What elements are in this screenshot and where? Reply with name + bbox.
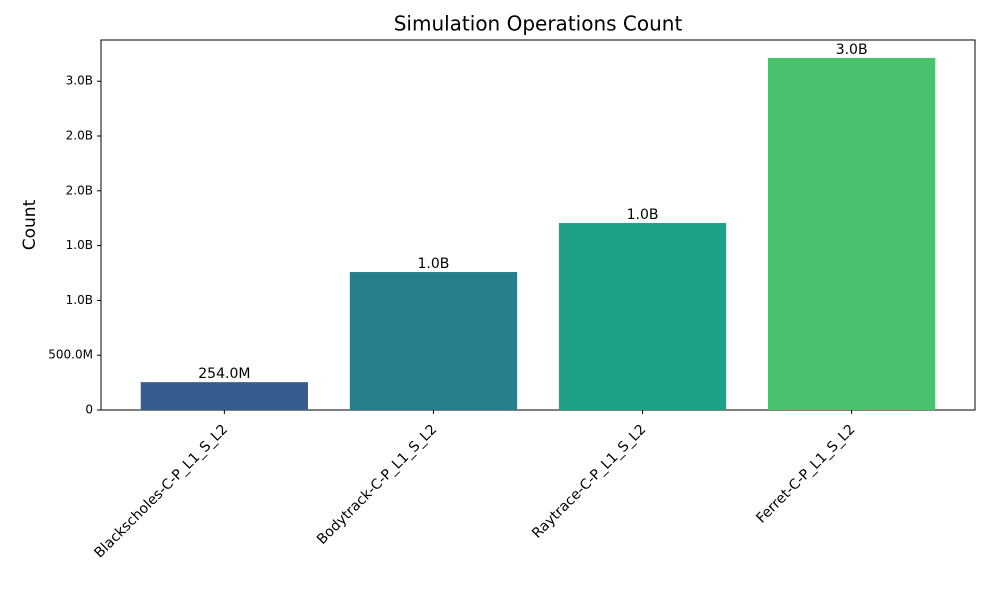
value-label: 1.0B <box>418 256 450 272</box>
bar <box>768 57 936 410</box>
y-tick-label: 500.0M <box>48 348 93 362</box>
y-tick-label: 1.0B <box>66 238 93 252</box>
bar <box>140 382 308 410</box>
y-tick-label: 2.0B <box>66 129 93 143</box>
y-tick-label: 3.0B <box>66 74 93 88</box>
bar <box>558 223 727 410</box>
x-tick-label: Blackscholes-C-P_L1_S_L2 <box>91 422 231 562</box>
x-tick-label: Bodytrack-C-P_L1_S_L2 <box>314 422 440 548</box>
y-tick-label: 0 <box>85 403 93 417</box>
bar <box>349 272 518 410</box>
value-label: 3.0B <box>836 42 868 58</box>
y-tick-label: 1.0B <box>66 293 93 307</box>
value-label: 1.0B <box>627 207 659 223</box>
x-tick-label: Ferret-C-P_L1_S_L2 <box>753 422 858 527</box>
value-label: 254.0M <box>198 366 250 382</box>
plot-frame <box>100 39 976 411</box>
x-tick-label: Raytrace-C-P_L1_S_L2 <box>529 422 649 542</box>
chart-title: Simulation Operations Count <box>394 12 683 36</box>
y-tick-label: 2.0B <box>66 183 93 197</box>
y-axis-label: Count <box>20 199 40 250</box>
